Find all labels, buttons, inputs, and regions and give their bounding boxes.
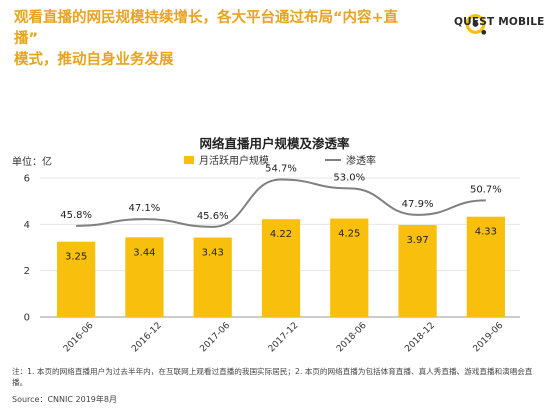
x-tick-label: 2017-06 xyxy=(198,321,232,355)
x-tick-label: 2017-12 xyxy=(267,321,301,355)
bar-value-label: 4.22 xyxy=(270,229,292,240)
headline-line-2: 模式，推动自身业务发展 xyxy=(14,52,174,68)
bar-value-label: 3.43 xyxy=(202,248,224,259)
legend-swatch-bar xyxy=(184,155,194,164)
line-value-label: 54.7% xyxy=(265,164,297,175)
bar xyxy=(193,237,232,317)
bar-value-label: 4.33 xyxy=(475,227,497,238)
line-value-label: 45.8% xyxy=(60,210,92,221)
x-tick-label: 2018-06 xyxy=(335,321,369,355)
unit-label: 单位：亿 xyxy=(12,157,52,168)
line-value-label: 50.7% xyxy=(470,184,502,195)
legend-label-line: 渗透率 xyxy=(346,156,376,167)
bar-value-label: 3.44 xyxy=(133,247,155,258)
bar-value-label: 3.25 xyxy=(65,252,87,263)
bar xyxy=(125,237,164,317)
x-tick-label: 2016-06 xyxy=(62,321,96,355)
x-tick-label: 2019-06 xyxy=(472,321,506,355)
x-tick-label: 2018-12 xyxy=(403,321,437,355)
line-value-label: 47.9% xyxy=(402,199,434,210)
bar-value-label: 4.25 xyxy=(338,229,360,240)
brand-name: QUEST MOBILE xyxy=(454,16,545,28)
bar xyxy=(261,219,301,317)
legend-item-bars: 月活跃用户规模 xyxy=(184,152,269,167)
bar-value-label: 3.97 xyxy=(406,235,428,246)
penetration-line xyxy=(76,178,486,228)
y-tick-label: 2 xyxy=(24,266,30,277)
line-value-label: 47.1% xyxy=(129,203,161,214)
legend-swatch-line xyxy=(325,158,341,161)
bar xyxy=(466,216,505,317)
bar xyxy=(330,218,369,317)
bar xyxy=(398,225,437,317)
quest-mobile-logo-icon xyxy=(465,14,487,35)
headline-line-1: 观看直播的网民规模持续增长，各大平台通过布局“内容+直播” xyxy=(14,10,399,47)
y-tick-label: 4 xyxy=(24,220,30,231)
legend-label-bars: 月活跃用户规模 xyxy=(199,156,269,167)
x-tick-label: 2016-12 xyxy=(130,321,164,355)
line-value-label: 53.0% xyxy=(333,172,365,183)
y-tick-label: 0 xyxy=(24,313,30,324)
footnote: 注：1. 本页的网络直播用户为过去半年内，在互联网上观看过直播的我国实际居民；2… xyxy=(12,367,533,387)
chart-title: 网络直播用户规模及渗透率 xyxy=(199,136,350,151)
line-value-label: 45.6% xyxy=(197,211,229,222)
y-tick-label: 6 xyxy=(24,174,30,185)
legend-item-line: 渗透率 xyxy=(325,152,376,167)
source-line: Source：CNNIC 2019年8月 xyxy=(12,395,117,404)
headline: 观看直播的网民规模持续增长，各大平台通过布局“内容+直播” 模式，推动自身业务发… xyxy=(14,8,414,71)
bar xyxy=(57,241,96,317)
